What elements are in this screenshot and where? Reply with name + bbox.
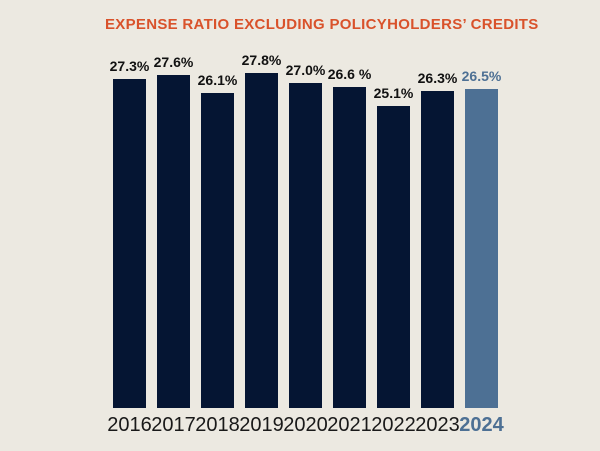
bar-column: 27.8% 2019 [239, 53, 284, 435]
x-tick-label: 2022 [371, 414, 416, 436]
bar [245, 73, 278, 408]
bar-column: 26.5% 2024 [459, 69, 504, 435]
bar-column: 26.6 % 2021 [327, 67, 372, 435]
bar-value-label: 26.3% [417, 70, 458, 86]
x-tick-label: 2017 [151, 414, 196, 436]
bar [157, 75, 190, 408]
bar-column: 27.0% 2020 [283, 63, 328, 435]
bar-column: 27.6% 2017 [151, 55, 196, 435]
chart-title: EXPENSE RATIO EXCLUDING POLICYHOLDERS’ C… [105, 16, 539, 33]
x-tick-label: 2024 [459, 414, 504, 436]
x-tick-label: 2021 [327, 414, 372, 436]
bar-column: 27.3% 2016 [107, 59, 152, 435]
bar [201, 93, 234, 408]
bar-value-label: 26.5% [461, 68, 502, 84]
bar-column: 26.3% 2023 [415, 71, 460, 435]
bar-value-label: 27.8% [241, 52, 282, 68]
bar-value-label: 27.3% [109, 58, 150, 74]
bar-value-label: 25.1% [373, 85, 414, 101]
bar-value-label: 26.1% [197, 72, 238, 88]
bar [377, 106, 410, 408]
bar-chart: 27.3% 2016 27.6% 2017 26.1% 2018 27.8% 2… [107, 53, 504, 435]
bar [465, 89, 498, 408]
bar-column: 25.1% 2022 [371, 73, 416, 435]
x-tick-label: 2016 [107, 414, 152, 436]
bar [113, 79, 146, 408]
bar [289, 83, 322, 408]
x-tick-label: 2020 [283, 414, 328, 436]
bar-value-label: 27.6% [153, 54, 194, 70]
bar-column: 26.1% 2018 [195, 73, 240, 435]
bar-value-label: 27.0% [285, 62, 326, 78]
bar [333, 87, 366, 408]
x-tick-label: 2019 [239, 414, 284, 436]
x-tick-label: 2023 [415, 414, 460, 436]
bar [421, 91, 454, 408]
x-tick-label: 2018 [195, 414, 240, 436]
bar-value-label: 26.6 % [327, 66, 372, 82]
